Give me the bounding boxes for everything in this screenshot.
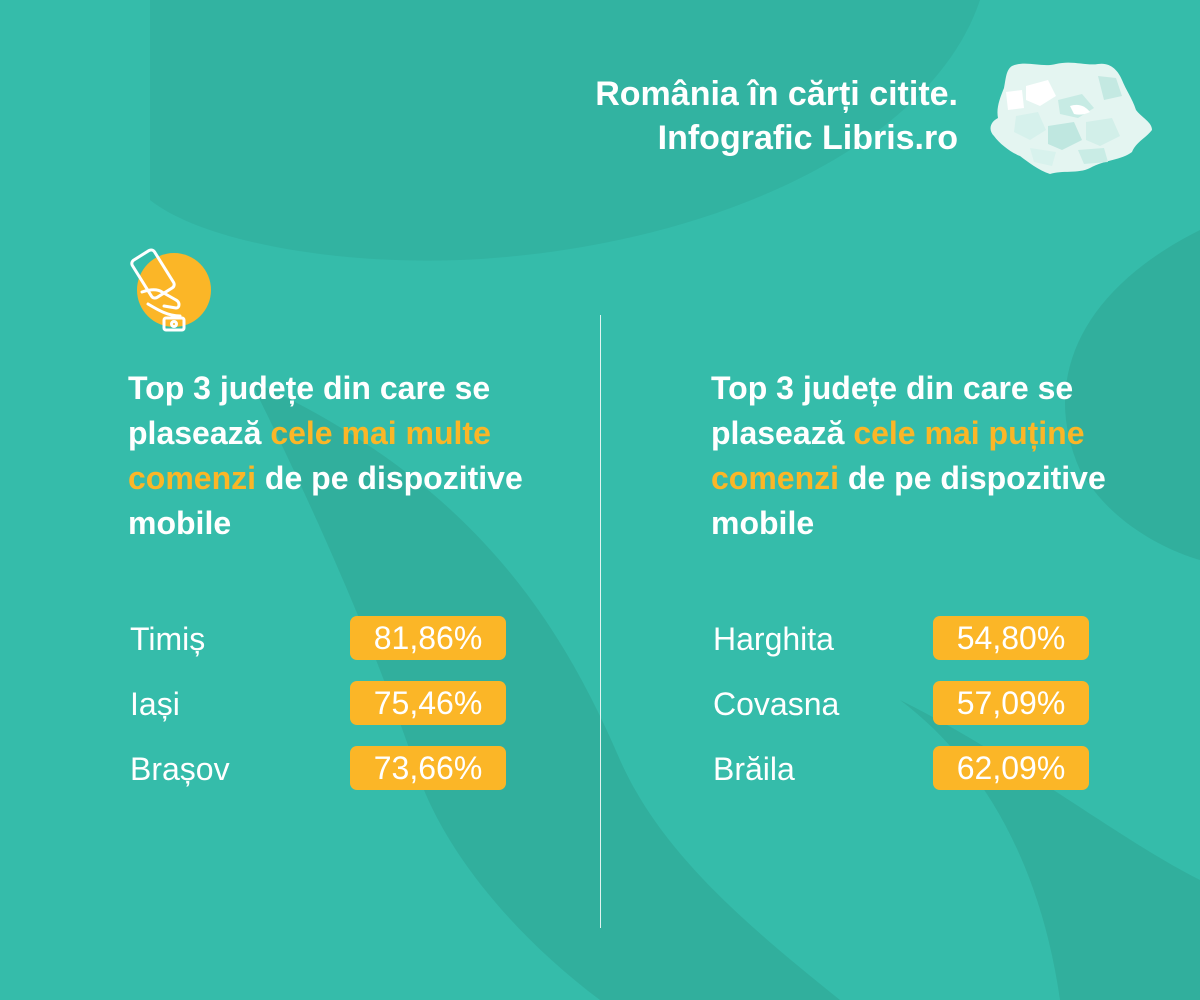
most-orders-list: Timiș 81,86% Iași 75,46% Brașov 73,66%: [130, 616, 510, 811]
county-row: Harghita 54,80%: [713, 616, 1093, 662]
fewest-orders-title: Top 3 județe din care se plasează cele m…: [711, 366, 1131, 546]
title-line-1: România în cărți citite.: [595, 75, 958, 113]
fewest-orders-title-highlight-pre: cele mai: [853, 415, 989, 451]
fewest-orders-list: Harghita 54,80% Covasna 57,09% Brăila 62…: [713, 616, 1093, 811]
percentage-badge: 73,66%: [350, 746, 506, 790]
most-orders-section: Top 3 județe din care se plasează cele m…: [128, 366, 548, 790]
fewest-orders-title-post: de pe dispozitive mobile: [711, 460, 1106, 541]
percentage-badge: 75,46%: [350, 681, 506, 725]
fewest-orders-title-pre: Top 3 județe din care se plasează: [711, 370, 1074, 451]
county-row: Brăila 62,09%: [713, 746, 1093, 792]
romania-map-icon: [990, 62, 1152, 174]
mobile-shopping-icon: [130, 248, 211, 332]
county-row: Iași 75,46%: [130, 681, 510, 727]
most-orders-title-highlight: cele mai multe comenzi: [128, 415, 491, 496]
county-row: Covasna 57,09%: [713, 681, 1093, 727]
county-name: Iași: [130, 686, 180, 722]
background-swoosh-top: [150, 0, 980, 261]
percentage-badge: 81,86%: [350, 616, 506, 660]
county-name: Brașov: [130, 751, 230, 787]
county-name: Covasna: [713, 686, 840, 722]
title-line-2: Infografic Libris.ro: [657, 119, 958, 157]
county-name: Timiș: [130, 621, 206, 657]
percentage-badge: 57,09%: [933, 681, 1089, 725]
county-row: Brașov 73,66%: [130, 746, 510, 792]
column-divider: [600, 315, 601, 928]
percentage-badge: 62,09%: [933, 746, 1089, 790]
page-title: România în cărți citite. Infografic Libr…: [595, 72, 958, 160]
percentage-badge: 54,80%: [933, 616, 1089, 660]
background-swoosh-middle: [250, 380, 840, 1000]
county-name: Brăila: [713, 751, 795, 787]
county-row: Timiș 81,86%: [130, 616, 510, 662]
background-swoosh-right: [1065, 230, 1200, 560]
most-orders-title: Top 3 județe din care se plasează cele m…: [128, 366, 548, 546]
fewest-orders-title-highlight: puține comenzi: [711, 415, 1085, 496]
fewest-orders-section: Top 3 județe din care se plasează cele m…: [711, 366, 1131, 790]
county-name: Harghita: [713, 621, 834, 657]
most-orders-title-pre: Top 3 județe din care se plasează: [128, 370, 491, 451]
most-orders-title-post: de pe dispozitive mobile: [128, 460, 523, 541]
